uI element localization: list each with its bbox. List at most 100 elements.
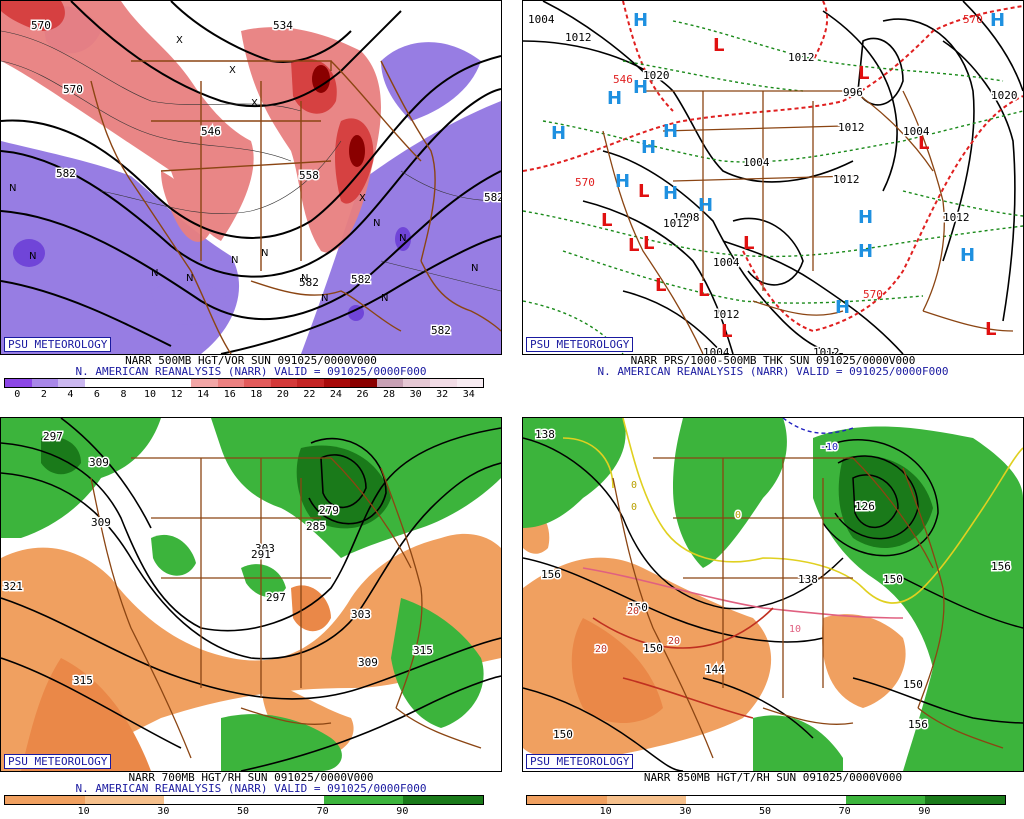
contour-label: 582 [299,276,319,289]
vorticity-marker: N [301,273,308,284]
scale-tick-label: 30 [157,806,170,817]
vorticity-marker: N [261,248,268,259]
vorticity-marker: N [321,293,328,304]
high-pressure-marker: H [641,137,656,158]
scale-swatch [164,379,191,387]
isobar-label: 1004 [713,256,740,269]
psu-logo: PSU METEOROLOGY [4,754,112,769]
scale-swatch [31,379,59,387]
scale-tick-label: 26 [356,389,369,400]
high-pressure-marker: H [663,121,678,142]
scale-tick-label: 12 [170,389,183,400]
low-pressure-marker: L [743,233,754,254]
isobar-label: 1012 [943,211,970,224]
color-scale-bar [526,795,1006,805]
scale-swatch [686,796,767,804]
chart-subtitle: N. AMERICAN REANALYSIS (NARR) VALID = 09… [75,365,427,378]
contour-label: 582 [431,324,451,337]
map-pressure-thickness: 1004 1012 1020 1012 1004 1012 1012 1004 1012 1012… [522,0,1024,355]
isobar-label: 1004 [743,156,770,169]
contour-label: 297 [43,430,63,443]
scale-tick-label: 90 [918,806,931,817]
height-label: 150 [643,642,663,655]
contour-label: 558 [299,169,319,182]
isobar-label: 1020 [643,69,670,82]
scale-swatch [403,379,430,387]
high-pressure-marker: H [633,77,648,98]
high-pressure-marker: H [835,297,850,318]
thickness-label: 546 [613,73,633,86]
scale-swatch [244,379,271,387]
contour-label: 321 [3,580,23,593]
scale-tick-label: 34 [462,389,475,400]
high-pressure-marker: H [615,171,630,192]
contour-label: 285 [306,520,326,533]
temperature-label: 0 [631,480,637,491]
height-label: 144 [705,663,725,676]
vorticity-marker: N [373,218,380,229]
contour-label: 279 [319,504,339,517]
isobar-label: 1020 [991,89,1018,102]
scale-swatch [323,796,404,804]
scale-swatch [456,379,484,387]
temperature-label: 20 [595,644,607,655]
scale-swatch [430,379,457,387]
vorticity-marker: N [186,273,193,284]
scale-swatch [606,796,687,804]
high-pressure-marker: H [663,183,678,204]
low-pressure-marker: L [643,233,654,254]
scale-swatch [5,796,85,804]
scale-swatch [376,379,404,387]
psu-logo: PSU METEOROLOGY [526,754,634,769]
high-pressure-marker: H [551,123,566,144]
isobar-label: 1012 [565,31,592,44]
low-pressure-marker: L [918,133,929,154]
height-label: 138 [798,573,818,586]
chart-title: NARR 500MB HGT/VOR SUN 091025/0000V000 [125,354,377,367]
contour-label: 315 [73,674,93,687]
isobar-label: 1012 [788,51,815,64]
low-pressure-marker: L [713,35,724,56]
scale-tick-label: 50 [236,806,250,817]
vorticity-marker: X [251,98,258,109]
chart-title: NARR 850MB HGT/T/RH SUN 091025/0000V000 [643,771,903,784]
isobar-label: 1012 [833,173,860,186]
contour-label: 582 [351,273,371,286]
panel-850mb-rh: 138 156 150 150 144 156 150 150 156 150 126 138 -10… [522,417,1024,819]
scale-tick-label: 20 [276,389,289,400]
height-label: 156 [991,560,1011,573]
high-pressure-marker: H [990,10,1005,31]
color-scale-ticks: 10 30 50 70 90 [526,806,1004,818]
color-scale-ticks: 10 30 50 70 90 [4,806,482,818]
color-scale-ticks: 0 2 4 6 8 10 12 14 16 18 20 22 24 26 28 30 32 34 [4,389,482,401]
isobar-label: 1012 [663,217,690,230]
scale-tick-label: 4 [67,389,74,400]
isobar-label: 1004 [528,13,555,26]
height-label: 156 [541,568,561,581]
height-label: 150 [628,601,648,614]
contour-label: 315 [413,644,433,657]
chart-subtitle: N. AMERICAN REANALYSIS (NARR) VALID = 09… [597,365,949,378]
high-pressure-marker: H [858,241,873,262]
vorticity-marker: X [229,65,236,76]
scale-swatch [350,379,377,387]
low-pressure-marker: L [601,210,612,231]
scale-tick-label: 14 [197,389,210,400]
scale-swatch [190,379,218,387]
scale-tick-label: 24 [329,389,342,400]
thickness-label: 570 [863,288,883,301]
vorticity-marker: N [29,251,36,262]
scale-tick-label: 32 [436,389,449,400]
temperature-label: -10 [820,442,838,453]
high-pressure-marker: H [607,88,622,109]
scale-tick-label: 8 [120,389,127,400]
panel-700mb-rh: 297 309 309 321 315 303 291 297 279 285 303 309 315 … [0,417,502,819]
map-500mb-vorticity: 570 582 534 546 558 582 570 582 582 582 N N N N N N N N N… [0,0,502,355]
vorticity-marker: N [381,293,388,304]
isobar-label: 1012 [813,346,840,354]
scale-swatch [244,796,324,804]
isobar-label: 1004 [703,346,730,354]
low-pressure-marker: L [698,280,709,301]
scale-swatch [84,796,165,804]
vorticity-marker: N [9,183,16,194]
